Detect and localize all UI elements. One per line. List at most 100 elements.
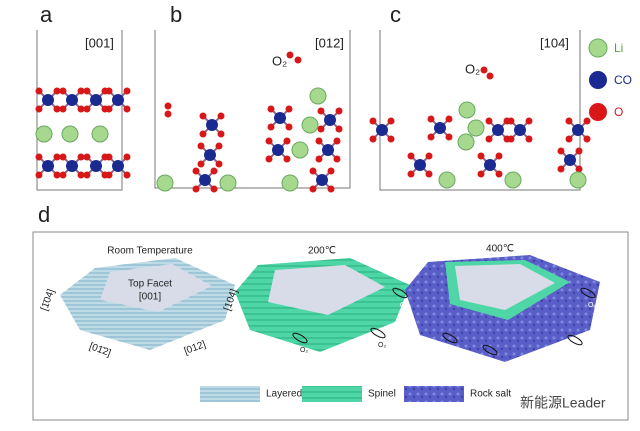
legend-swatch (200, 386, 260, 402)
atom (407, 152, 415, 160)
atom (335, 125, 343, 133)
atom (291, 141, 309, 159)
atom (315, 137, 323, 145)
atom (204, 149, 216, 161)
atom (525, 117, 533, 125)
cell-box (154, 30, 351, 189)
facet-label: Top Facet (128, 279, 172, 290)
atom (66, 94, 78, 106)
atom (156, 174, 174, 192)
atom (35, 105, 43, 113)
atom (91, 125, 109, 143)
atom (309, 87, 327, 105)
atom (484, 159, 496, 171)
atom (565, 117, 573, 125)
atom (105, 87, 113, 95)
atom (42, 94, 54, 106)
legend-label: Rock salt (470, 389, 511, 400)
atom (425, 170, 433, 178)
stage-title: 400℃ (486, 244, 514, 255)
atom (492, 124, 504, 136)
atom (477, 170, 485, 178)
oxygen-arrow (567, 334, 583, 346)
oxygen-arrow (392, 287, 408, 299)
atom (59, 153, 67, 161)
atom (77, 105, 85, 113)
cell-box (379, 30, 581, 191)
atom (90, 160, 102, 172)
atom (53, 171, 61, 179)
atom (215, 142, 223, 150)
legend-o (589, 103, 607, 121)
atom (445, 115, 453, 123)
oxygen-label: O₂ (588, 302, 596, 309)
atom (53, 105, 61, 113)
legend-li (588, 38, 608, 58)
facet-index: [001] (139, 292, 161, 303)
stage-title: Room Temperature (107, 246, 193, 257)
atom (301, 116, 319, 134)
atom (575, 165, 583, 173)
oxygen-arrow (370, 327, 386, 339)
atom (210, 167, 218, 175)
atom (309, 167, 317, 175)
atom (583, 135, 591, 143)
atom (164, 102, 172, 110)
atom (105, 171, 113, 179)
atom (83, 171, 91, 179)
atom (123, 87, 131, 95)
atom (333, 137, 341, 145)
atom (557, 165, 565, 173)
atom (210, 185, 218, 193)
atom (427, 115, 435, 123)
atom (317, 107, 325, 115)
atom (309, 185, 317, 193)
atom (123, 105, 131, 113)
panel-d: d Room Temperature 200℃ 400℃ Top Facet [… (32, 202, 629, 421)
atom (283, 155, 291, 163)
atom (445, 133, 453, 141)
atom (387, 117, 395, 125)
atom (427, 133, 435, 141)
watermark: 新能源Leader (520, 395, 606, 411)
atom (77, 171, 85, 179)
legend-label: Layered (266, 389, 302, 400)
atom (316, 174, 328, 186)
molecule: O₂ (465, 61, 480, 76)
atom (504, 171, 522, 189)
atom (267, 123, 275, 131)
atom (525, 135, 533, 143)
atom (192, 185, 200, 193)
atomic-models: a b c [001] [012] [104] O₂ O₂ Li CO O (35, 2, 632, 193)
atom (458, 101, 476, 119)
atom (197, 160, 205, 168)
atom (105, 105, 113, 113)
atom (83, 87, 91, 95)
atom (197, 142, 205, 150)
atom (274, 112, 286, 124)
oxygen-release: O₂ O₂ O₂ O₂ O₂ O₂ O₂ (292, 287, 596, 366)
atom (199, 130, 207, 138)
legend-co (589, 71, 607, 89)
atom (112, 94, 124, 106)
atom (61, 125, 79, 143)
atom (387, 135, 395, 143)
atom (286, 51, 294, 59)
atom (35, 153, 43, 161)
atom (583, 117, 591, 125)
atom (123, 171, 131, 179)
atom (42, 160, 54, 172)
atom (495, 170, 503, 178)
oxygen-label: O₂ (575, 349, 583, 356)
atom (369, 117, 377, 125)
atom (83, 105, 91, 113)
direction: [012] (315, 35, 344, 50)
atom (215, 160, 223, 168)
atom (265, 155, 273, 163)
atom (438, 171, 456, 189)
atom (407, 170, 415, 178)
molecule: O₂ (272, 53, 287, 68)
atom (315, 155, 323, 163)
legend-swatch (404, 386, 464, 402)
atom (199, 174, 211, 186)
